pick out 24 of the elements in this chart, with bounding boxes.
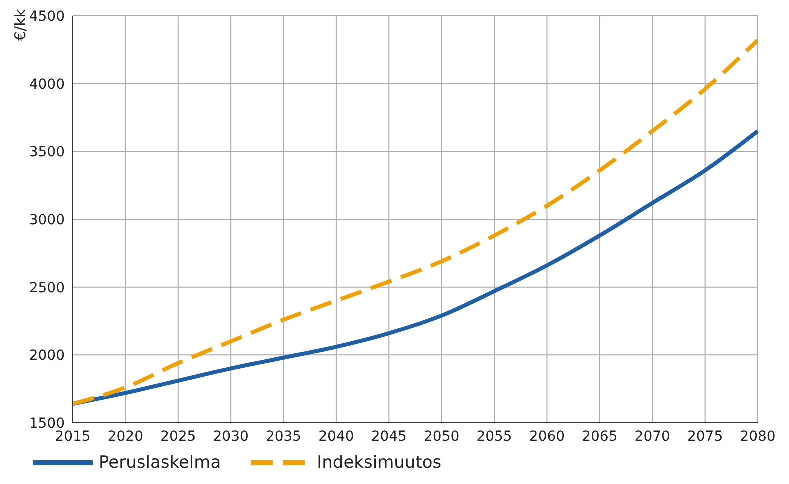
y-axis-title: €/kk	[12, 8, 30, 41]
y-tick-label: 4500	[29, 8, 65, 25]
x-tick-label: 2045	[371, 428, 407, 445]
y-tick-label: 3500	[29, 144, 65, 161]
x-tick-label: 2065	[582, 428, 618, 445]
x-tick-label: 2055	[476, 428, 512, 445]
legend-label: Indeksimuutos	[317, 453, 442, 473]
legend-label: Peruslaskelma	[99, 453, 222, 473]
x-tick-label: 2070	[634, 428, 670, 445]
y-tick-label: 2500	[29, 280, 65, 296]
x-tick-label: 2020	[108, 428, 144, 445]
x-tick-label: 2080	[740, 428, 776, 445]
x-tick-label: 2060	[529, 428, 566, 445]
x-tick-label: 2075	[687, 428, 724, 445]
x-tick-label: 2050	[424, 428, 460, 445]
x-tick-label: 2035	[266, 428, 302, 445]
line-series	[73, 129, 758, 406]
x-tick-label: 2030	[213, 428, 249, 445]
x-tick-label: 2025	[160, 428, 196, 445]
y-tick-label: 2000	[29, 348, 65, 364]
y-tick-label: 3000	[29, 212, 65, 228]
y-tick-label: 4000	[29, 76, 65, 93]
x-tick-label: 2040	[318, 428, 354, 445]
line-series	[73, 38, 758, 406]
